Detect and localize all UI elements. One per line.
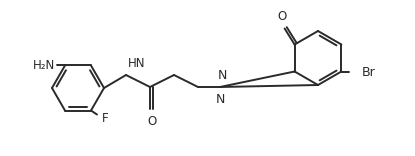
Text: O: O bbox=[277, 10, 286, 24]
Text: N: N bbox=[215, 93, 225, 106]
Text: O: O bbox=[147, 115, 156, 128]
Text: HN: HN bbox=[128, 57, 146, 70]
Text: F: F bbox=[102, 112, 108, 125]
Text: H₂N: H₂N bbox=[33, 59, 55, 72]
Text: N: N bbox=[217, 69, 227, 82]
Text: Br: Br bbox=[361, 66, 375, 79]
